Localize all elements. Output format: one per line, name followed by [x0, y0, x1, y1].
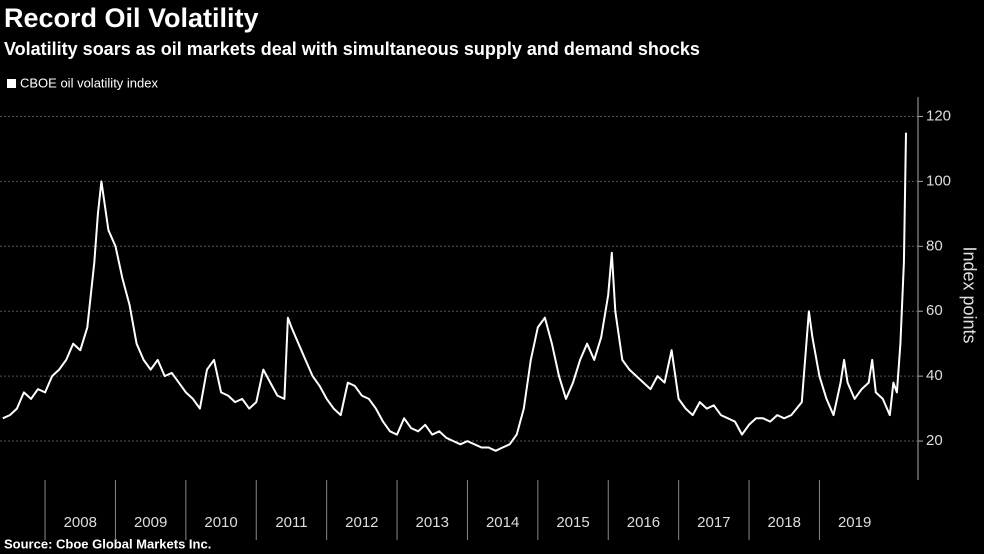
y-tick-label: 20 [926, 432, 943, 449]
y-tick-label: 100 [926, 172, 951, 189]
x-tick-label: 2019 [838, 514, 871, 531]
x-tick-label: 2011 [275, 514, 307, 531]
y-tick-label: 60 [926, 302, 943, 319]
chart-subtitle: Volatility soars as oil markets deal wit… [4, 39, 700, 59]
series-line [2, 132, 907, 452]
x-tick-label: 2017 [697, 514, 730, 531]
x-tick-label: 2018 [768, 514, 801, 531]
legend-label: CBOE oil volatility index [20, 75, 158, 90]
y-axis-label: Index points [959, 246, 979, 343]
legend-swatch [7, 79, 16, 88]
x-tick-label: 2014 [486, 514, 519, 531]
y-tick-label: 120 [926, 107, 951, 124]
x-tick-label: 2008 [64, 514, 97, 531]
x-tick-label: 2016 [627, 514, 660, 531]
x-tick-label: 2015 [556, 514, 589, 531]
chart-title: Record Oil Volatility [4, 3, 259, 33]
source: Source: Cboe Global Markets Inc. [4, 536, 211, 551]
x-tick-label: 2012 [345, 514, 378, 531]
x-tick-label: 2013 [416, 514, 449, 531]
y-tick-label: 40 [926, 367, 943, 384]
x-tick-label: 2009 [134, 514, 167, 531]
x-tick-label: 2010 [204, 514, 237, 531]
y-tick-label: 80 [926, 237, 943, 254]
